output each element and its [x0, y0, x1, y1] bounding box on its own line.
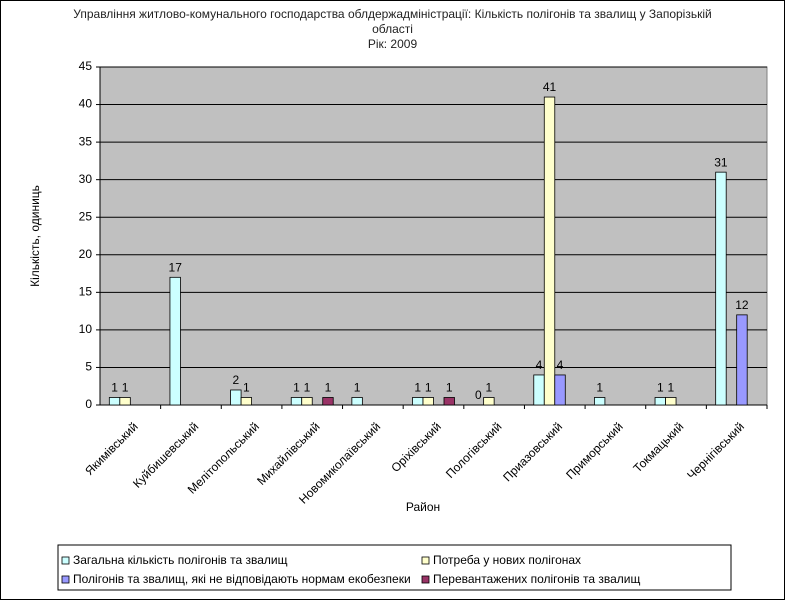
title-block: Управління житлово-комунального господар… [60, 7, 725, 52]
bar [654, 397, 666, 406]
data-label: 31 [714, 155, 728, 169]
bar [554, 374, 566, 406]
y-tick-label: 15 [79, 285, 93, 299]
legend [57, 544, 732, 591]
data-label: 1 [414, 381, 421, 395]
data-label: 1 [354, 381, 361, 395]
bar [412, 397, 424, 406]
data-label: 2 [232, 373, 239, 387]
y-tick-label: 5 [85, 360, 92, 374]
data-label: 1 [425, 381, 432, 395]
data-label: 1 [325, 381, 332, 395]
data-label: 41 [543, 80, 557, 94]
data-label: 1 [657, 381, 664, 395]
bar [169, 276, 181, 406]
data-label: 17 [169, 260, 183, 274]
bar [240, 397, 252, 406]
legend-label: Полігонів та звалищ, які не відповідають… [73, 572, 411, 586]
plot-area [99, 66, 768, 406]
legend-label: Потреба у нових полігонах [433, 553, 581, 567]
bar [322, 397, 334, 406]
data-label: 1 [293, 381, 300, 395]
y-tick-label: 10 [79, 322, 93, 336]
bar [422, 397, 434, 406]
bar [715, 171, 727, 406]
bar [543, 96, 556, 406]
bar [533, 374, 545, 406]
data-label: 1 [122, 381, 129, 395]
legend-swatch [421, 556, 430, 565]
y-tick-label: 40 [79, 97, 93, 111]
data-label: 1 [111, 381, 118, 395]
bar [736, 314, 748, 406]
y-tick-label: 35 [79, 134, 93, 148]
data-label: 1 [243, 381, 250, 395]
y-tick-label: 30 [79, 172, 93, 186]
data-label: 4 [557, 358, 564, 372]
bar [230, 389, 242, 406]
data-label: 1 [486, 381, 493, 395]
bar [119, 397, 131, 406]
legend-swatch [421, 575, 430, 584]
y-tick-label: 45 [79, 59, 93, 73]
bar [443, 397, 455, 406]
data-label: 1 [446, 381, 453, 395]
data-label: 12 [735, 298, 749, 312]
data-label: 1 [304, 381, 311, 395]
bar [665, 397, 677, 406]
y-tick-label: 25 [79, 209, 93, 223]
legend-swatch [61, 575, 70, 584]
data-label: 0 [475, 388, 482, 402]
y-axis-label: Кількість, одиниць [28, 185, 42, 287]
data-label: 1 [667, 381, 674, 395]
data-label: 4 [536, 358, 543, 372]
y-tick-label: 20 [79, 247, 93, 261]
legend-label: Перевантажених полігонів та звалищ [433, 572, 640, 586]
bar [483, 397, 495, 406]
chart-subtitle: Рік: 2009 [367, 37, 418, 51]
bar [351, 397, 363, 406]
data-label: 1 [596, 381, 603, 395]
bar [290, 397, 303, 406]
legend-label: Загальна кількість полігонів та звалищ [73, 553, 288, 567]
bar [594, 397, 606, 406]
bar [108, 397, 121, 406]
legend-swatch [61, 556, 70, 565]
chart-title: Управління житлово-комунального господар… [73, 7, 712, 36]
x-axis-label: Район [406, 500, 440, 514]
y-tick-label: 0 [85, 397, 92, 411]
bar [301, 397, 313, 406]
